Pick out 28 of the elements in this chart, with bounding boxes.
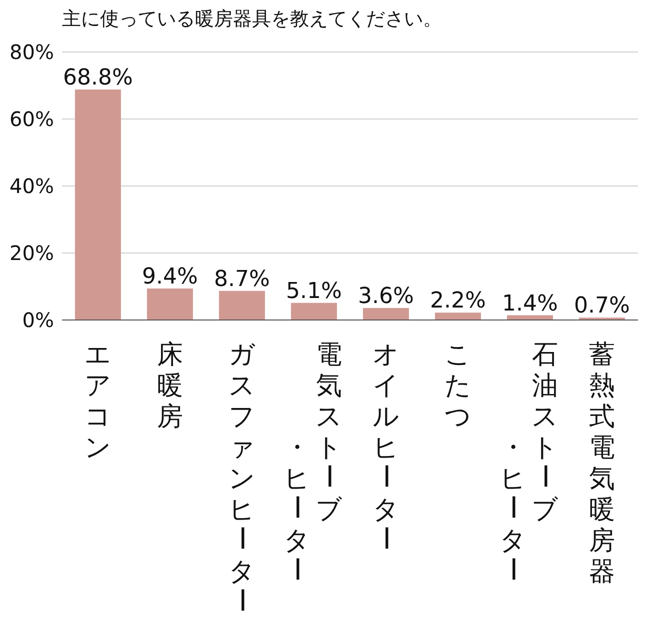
x-tick-label: エアコン [84,340,112,463]
data-label: 5.1% [286,278,342,304]
category-label: 電気ストーブ・ヒーター [280,340,343,582]
data-label: 2.2% [430,288,486,314]
category-label: 石油ストーブ・ヒーター [496,340,559,582]
y-tick-label: 60% [10,107,54,132]
y-tick-label: 0% [22,308,54,332]
category-label: ガスファンヒーター [226,340,256,613]
data-label: 9.4% [142,264,198,290]
bar [362,308,409,320]
data-label: 0.7% [574,294,630,319]
x-tick-label: こたつ [444,340,472,432]
data-label: 8.7% [214,266,270,292]
y-tick-label: 20% [10,241,54,266]
bar [146,288,193,320]
bar [434,312,481,320]
bar [74,90,121,320]
x-tick-label: オイルヒーター [370,340,400,551]
x-tick-label: 床暖房 [157,340,183,432]
bar [290,302,337,320]
chart-title: 主に使っている暖房器具を教えてください。 [62,7,442,32]
y-tick-label: 80% [10,40,54,64]
data-label: 1.4% [502,291,558,316]
bar [218,290,265,320]
x-tick-label: 蓄熱式電気暖房器 [589,340,615,587]
data-label: 3.6% [358,284,414,309]
y-tick-label: 40% [10,174,54,198]
data-label: 68.8% [63,66,133,91]
